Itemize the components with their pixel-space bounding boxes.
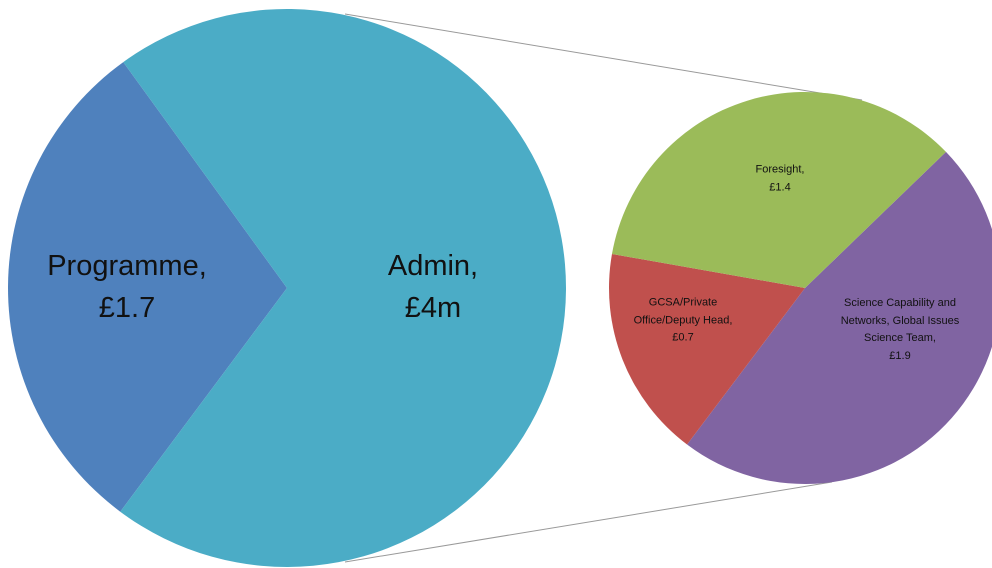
connector-line xyxy=(344,13,863,101)
slice-label: Programme, £1.7 xyxy=(17,245,237,329)
value-label: £1.4 xyxy=(769,181,791,193)
value-label: £4m xyxy=(404,292,462,324)
category-label: Foresight, xyxy=(755,163,805,176)
pie-slice xyxy=(611,91,946,289)
slice-label: GCSA/Private Office/Deputy Head, £0.7 xyxy=(624,295,742,348)
category-label: Science Capability and Networks, Global … xyxy=(840,296,960,344)
category-label: GCSA/Private Office/Deputy Head, xyxy=(633,296,733,327)
slice-label: Foresight, £1.4 xyxy=(720,161,840,196)
pie-slice xyxy=(687,151,992,485)
category-label: Programme, xyxy=(47,249,207,282)
value-label: £1.7 xyxy=(98,292,156,324)
value-label: £0.7 xyxy=(672,331,694,344)
category-label: Admin, xyxy=(387,249,479,282)
pie-slice xyxy=(608,253,805,445)
connector-line xyxy=(344,481,833,563)
slice-label: Science Capability and Networks, Global … xyxy=(830,295,970,365)
value-label: £1.9 xyxy=(889,349,911,362)
slice-label: Admin, £4m xyxy=(323,245,543,329)
pie-slice xyxy=(8,62,287,512)
pie-slice xyxy=(120,8,567,567)
